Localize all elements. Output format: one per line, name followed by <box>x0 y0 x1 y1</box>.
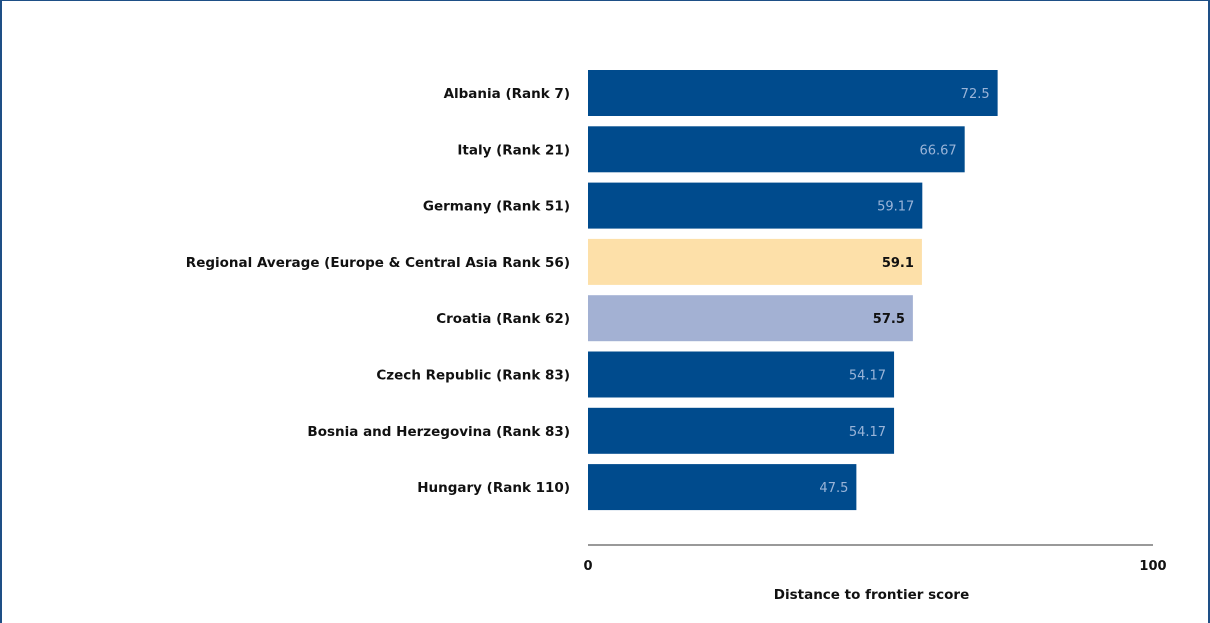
data-label: 54.17 <box>849 425 886 440</box>
data-label: 57.5 <box>873 312 905 327</box>
category-labels-group: Albania (Rank 7) Italy (Rank 21) Germany (… <box>186 86 570 496</box>
data-label: 66.67 <box>919 143 956 158</box>
bar <box>588 126 965 173</box>
bar <box>588 70 998 116</box>
x-tick-label: 0 <box>583 559 592 574</box>
bar <box>588 351 895 398</box>
category-label: Croatia (Rank 62) <box>436 311 570 327</box>
category-label: Italy (Rank 21) <box>457 142 570 158</box>
data-label: 59.17 <box>877 200 914 215</box>
data-label: 54.17 <box>849 369 886 384</box>
category-label: Germany (Rank 51) <box>423 199 570 215</box>
x-axis-title: Distance to frontier score <box>774 587 969 603</box>
value-labels-group: 72.5 66.67 59.17 59.1 57.5 54.17 54.17 47.5 <box>819 87 989 496</box>
bar <box>588 182 923 229</box>
data-label: 47.5 <box>819 481 848 496</box>
category-label: Bosnia and Herzegovina (Rank 83) <box>307 424 570 440</box>
category-label: Czech Republic (Rank 83) <box>376 368 570 384</box>
category-label: Hungary (Rank 110) <box>417 480 570 496</box>
x-tick-label: 100 <box>1139 559 1166 574</box>
bar <box>588 407 895 454</box>
category-label: Regional Average (Europe & Central Asia … <box>186 255 570 271</box>
category-label: Albania (Rank 7) <box>444 86 570 102</box>
bar <box>588 295 913 342</box>
bar <box>588 464 857 511</box>
bar <box>588 238 922 285</box>
data-label: 72.5 <box>961 87 990 102</box>
data-label: 59.1 <box>882 256 914 271</box>
bars-group <box>588 70 998 511</box>
x-tick-labels-group: 0 100 <box>583 559 1166 574</box>
